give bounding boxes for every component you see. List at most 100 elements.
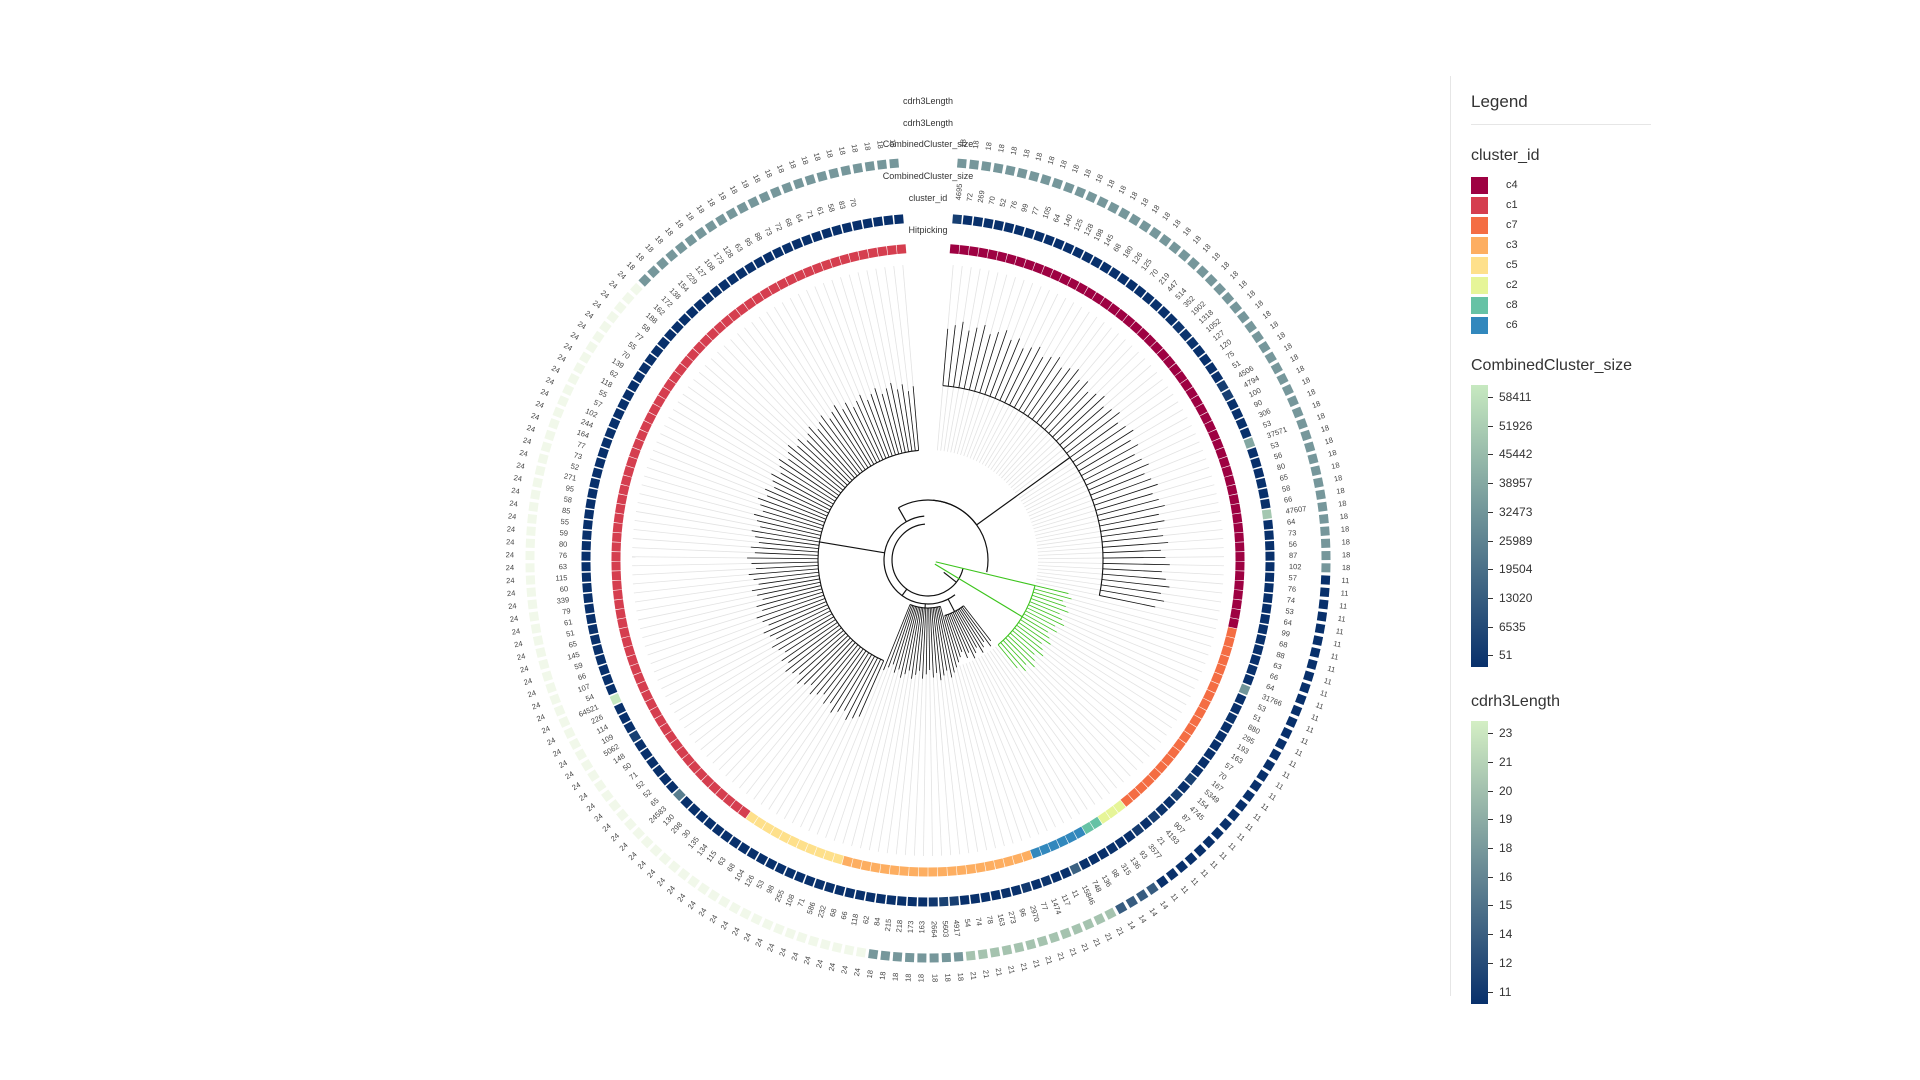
legend-swatch-c7 (1471, 216, 1488, 234)
combined-size-label: 66 (839, 910, 850, 920)
cluster-id-cell (1141, 774, 1155, 788)
cdrh3-label: 24 (531, 700, 542, 711)
combined-size-cell (983, 218, 994, 229)
cdrh3-label: 18 (1275, 330, 1287, 342)
leaf-branch (1094, 483, 1158, 506)
leaf-branch (1009, 346, 1041, 406)
legend-cluster-id-title: cluster_id (1471, 147, 1540, 164)
cdrh3-label: 24 (665, 884, 677, 896)
cdrh3-cell (1309, 647, 1321, 658)
cdrh3-cell (538, 658, 550, 670)
highlighted-branch (1034, 588, 1072, 600)
leaf-branch (785, 627, 842, 672)
cdrh3-gradient-bar (1471, 721, 1488, 1004)
cdrh3-label: 11 (1226, 841, 1238, 853)
combined-size-cell (612, 407, 625, 420)
cdrh3-cell (1320, 538, 1331, 549)
combined-size-label: 58 (563, 494, 573, 504)
cdrh3-label: 18 (1282, 341, 1294, 353)
cdrh3-cell (739, 907, 752, 920)
cdrh3-cell (1004, 165, 1016, 176)
combined-size-label: 47607 (1285, 504, 1307, 516)
cdrh3-label: 24 (508, 601, 517, 611)
combined-size-cell (862, 218, 873, 229)
cluster-id-cell (1023, 259, 1036, 271)
cluster-id-cell (629, 447, 641, 460)
leaf-guide-line (986, 652, 1088, 810)
leaf-branch (870, 393, 893, 457)
cdrh3-cell (828, 167, 840, 179)
cdrh3-cell (1262, 759, 1276, 772)
cdrh3-cell (532, 635, 544, 646)
combined-size-cell (1116, 272, 1130, 286)
combined-size-label: 59 (559, 528, 568, 538)
cdrh3-cell (1244, 320, 1257, 334)
cluster-id-cell (762, 821, 775, 835)
cdrh3-cell (1281, 384, 1294, 397)
cdrh3-label: 11 (1333, 639, 1342, 649)
cluster-id-cell (611, 570, 622, 581)
cdrh3-cell (1316, 611, 1328, 622)
leaf-guide-line (989, 650, 1096, 805)
cdrh3-cell (929, 953, 939, 963)
cdrh3-label: 18 (625, 260, 637, 272)
cdrh3-label: 18 (694, 203, 706, 215)
cdrh3-cell (1258, 341, 1271, 354)
cdrh3-cell (1085, 191, 1098, 204)
leaf-branch (762, 598, 826, 623)
cdrh3-cell (917, 953, 927, 963)
legend-cdrh3-scale: 23 21 20 19 18 16 15 14 12 11 (1471, 721, 1670, 1007)
cluster-id-cell (1195, 403, 1208, 416)
combined-size-cell (652, 764, 666, 778)
cdrh3-label: 24 (550, 364, 562, 376)
legend-item-c6: c6 (1471, 315, 1670, 335)
combined-size-cell (627, 379, 640, 393)
cdrh3-cell (1125, 895, 1138, 909)
combined-size-label: 61 (563, 617, 573, 627)
combined-size-cell (582, 530, 592, 541)
cluster-id-cell (802, 265, 815, 278)
leaf-branch (751, 578, 820, 592)
combined-size-label: 115 (555, 573, 567, 583)
cdrh3-cell (1234, 799, 1248, 812)
ring-title-cluster-id: cluster_id (909, 193, 948, 203)
cdrh3-label: 21 (968, 971, 978, 980)
combined-size-label: 105 (1041, 205, 1054, 220)
cdrh3-cell (537, 453, 549, 465)
leaf-branch (763, 604, 828, 634)
combined-size-cell (1238, 683, 1251, 696)
combined-size-cell (1214, 730, 1228, 743)
cdrh3-label: 21 (1079, 942, 1090, 953)
combined-size-label: 2664 (930, 921, 939, 938)
cdrh3-cell (552, 406, 565, 419)
leaf-branch (852, 659, 881, 719)
combined-size-cell (928, 897, 938, 907)
combined-size-label: 51 (565, 628, 575, 639)
leaf-branch (751, 561, 819, 564)
leaf-guide-line (997, 644, 1117, 789)
cdrh3-label: 24 (530, 411, 541, 422)
leaf-branch (934, 607, 945, 676)
cluster-id-cell (811, 262, 824, 274)
cluster-id-cell (1058, 273, 1071, 286)
cluster-id-cell (1039, 843, 1051, 856)
combined-size-cell (1179, 328, 1192, 342)
cdrh3-cell (904, 952, 915, 963)
cdrh3-cell (1204, 273, 1218, 287)
cdrh3-cell (638, 273, 652, 287)
cdrh3-label: 24 (730, 926, 742, 938)
gradient-tick-label: 23 (1499, 726, 1513, 741)
combined-size-cell (1221, 389, 1234, 402)
leaf-branch (1044, 381, 1089, 430)
cdrh3-cell (1138, 220, 1152, 233)
cluster-id-cell (629, 663, 642, 675)
clade-arc (909, 603, 941, 609)
highlighted-branch (1028, 604, 1063, 620)
cdrh3-cell (992, 163, 1004, 174)
cdrh3-cell (1296, 418, 1308, 430)
combined-size-cell (693, 298, 707, 312)
cdrh3-label: 24 (686, 899, 698, 911)
cdrh3-label: 11 (1341, 576, 1349, 585)
combined-size-cell (990, 889, 1002, 901)
cluster-id-cell (654, 714, 667, 728)
